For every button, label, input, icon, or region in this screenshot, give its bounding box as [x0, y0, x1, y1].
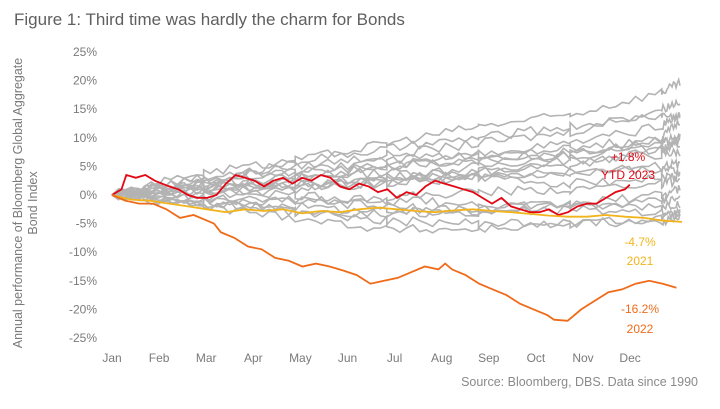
y-tick-label: 15%: [73, 102, 97, 116]
x-tick-label: May: [289, 351, 312, 365]
background-series-line: [111, 192, 681, 218]
series-name-label: YTD 2023: [601, 168, 655, 182]
y-tick-label: 20%: [73, 74, 97, 88]
background-series-line: [111, 175, 681, 205]
y-tick-label: -20%: [69, 302, 97, 316]
x-tick-label: Jun: [338, 351, 357, 365]
x-tick-label: Aug: [431, 351, 452, 365]
y-tick-label: 0%: [80, 188, 98, 202]
x-tick-label: Mar: [196, 351, 217, 365]
background-series-line: [111, 120, 681, 200]
background-series-line: [111, 194, 681, 230]
y-tick-label: -10%: [69, 245, 97, 259]
x-tick-label: Oct: [527, 351, 546, 365]
series-value-label: -4.7%: [624, 235, 656, 249]
background-series-line: [111, 76, 681, 198]
series-line-ytd-2023: [111, 173, 631, 216]
background-series-line: [111, 112, 681, 196]
x-axis-ticks: Jan Feb Mar Apr May Jun Jul Aug Sep Oct Nov Dec: [102, 351, 640, 365]
background-series-line: [111, 147, 681, 200]
y-tick-label: 25%: [73, 45, 97, 59]
series-line-2022: [111, 194, 677, 322]
series-value-label: -16.2%: [621, 302, 659, 316]
x-tick-label: Apr: [244, 351, 263, 365]
series-name-label: 2021: [627, 254, 654, 268]
y-tick-label: 10%: [73, 131, 97, 145]
background-series-line: [111, 193, 681, 234]
background-series-line: [111, 192, 681, 220]
y-axis-ticks: 25% 20% 15% 10% 5% 0% -5% -10% -15% -20% -25%: [69, 45, 97, 345]
y-tick-label: -15%: [69, 274, 97, 288]
x-tick-label: Jan: [102, 351, 121, 365]
x-tick-label: Dec: [619, 351, 640, 365]
highlight-series: [111, 173, 683, 322]
y-tick-label: -5%: [76, 217, 98, 231]
x-tick-label: Feb: [149, 351, 170, 365]
chart-title: Figure 1: Third time was hardly the char…: [14, 10, 405, 29]
y-tick-label: -25%: [69, 331, 97, 345]
background-series-line: [111, 140, 681, 196]
series-value-label: +1.8%: [611, 150, 646, 164]
x-tick-label: Jul: [387, 351, 402, 365]
x-tick-label: Nov: [572, 351, 593, 365]
series-line-2021: [111, 194, 683, 223]
source-note: Source: Bloomberg, DBS. Data since 1990: [461, 375, 698, 389]
background-series-line: [111, 132, 681, 197]
annotations: +1.8% YTD 2023 -4.7% 2021 -16.2% 2022: [601, 150, 659, 336]
series-name-label: 2022: [627, 322, 654, 336]
x-tick-label: Sep: [478, 351, 500, 365]
background-series-line: [111, 98, 681, 196]
y-tick-label: 5%: [80, 159, 98, 173]
